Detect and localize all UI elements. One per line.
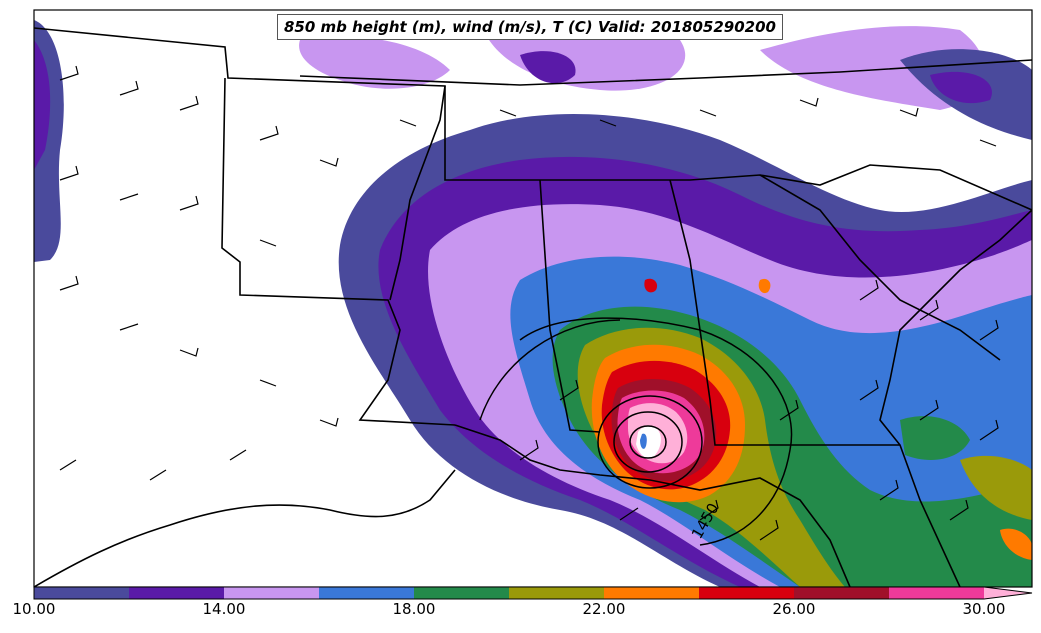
map-title: 850 mb height (m), wind (m/s), T (C) Val…	[277, 14, 783, 40]
colorbar-tick-labels: 10.00 14.00 18.00 22.00 26.00 30.00	[0, 600, 1041, 630]
colorbar-tick: 30.00	[962, 600, 1006, 618]
colorbar-tick: 22.00	[582, 600, 626, 618]
colorbar-tick: 26.00	[772, 600, 816, 618]
colorbar-tick: 14.00	[202, 600, 246, 618]
colorbar-tick: 18.00	[392, 600, 436, 618]
wind-barbs	[59, 65, 999, 541]
height-contours	[479, 317, 793, 546]
colorbar	[33, 586, 1033, 600]
state-boundaries	[34, 27, 1032, 587]
colorbar-tick: 10.00	[12, 600, 56, 618]
